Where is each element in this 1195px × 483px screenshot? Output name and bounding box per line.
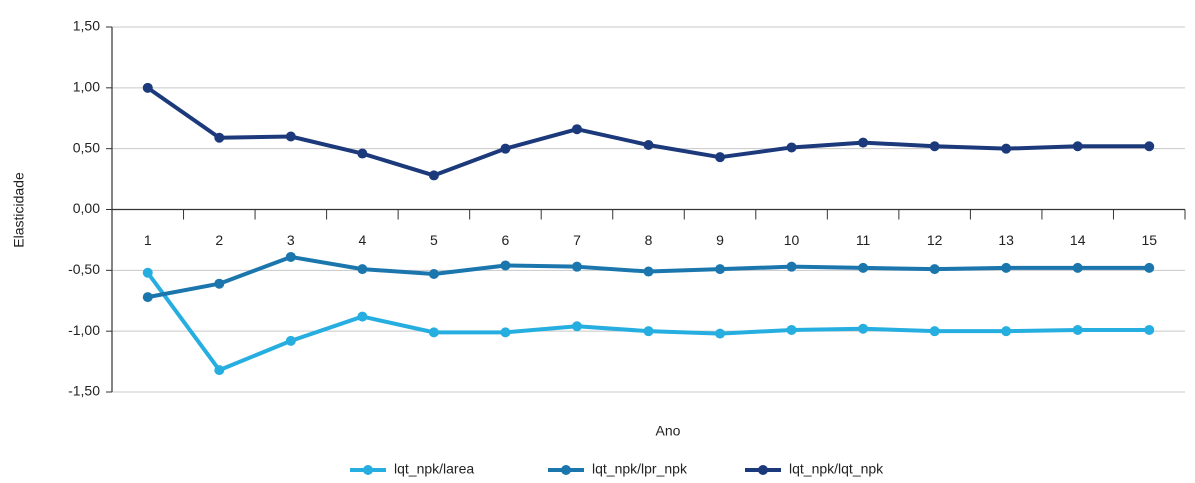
point [1001,143,1012,154]
point [571,124,582,135]
x-tick-label: 4 [358,232,366,248]
x-tick-label: 9 [716,232,724,248]
point [1001,262,1012,273]
point [214,278,225,289]
point [571,321,582,332]
point [715,328,726,339]
y-tick-label: 1,00 [73,79,100,95]
x-tick-label: 6 [502,232,510,248]
point [428,170,439,181]
point [1072,141,1083,152]
point [500,143,511,154]
point [142,267,153,278]
point [643,266,654,277]
point [1072,324,1083,335]
y-tick-label: 0,00 [73,200,100,216]
y-tick-label: -0,50 [68,261,100,277]
x-tick-label: 15 [1141,232,1157,248]
point [858,262,869,273]
series-line [147,254,1150,300]
point [357,148,368,159]
point [786,324,797,335]
point [786,142,797,153]
point [285,335,296,346]
legend-marker [561,465,571,475]
point [142,82,153,93]
x-tick-label: 7 [573,232,581,248]
x-tick-label: 5 [430,232,438,248]
legend-label: lqt_npk/larea [394,461,474,477]
point [929,141,940,152]
point [1001,326,1012,337]
point [285,251,296,262]
x-tick-label: 13 [998,232,1014,248]
point [929,264,940,275]
point [715,264,726,275]
legend-marker [758,465,768,475]
legend-label: lqt_npk/lpr_npk [592,461,688,477]
y-tick-label: 0,50 [73,139,100,155]
point [571,261,582,272]
series-line [146,86,1150,178]
point [357,264,368,275]
point [428,327,439,338]
y-tick-label: -1,00 [68,322,100,338]
point [786,261,797,272]
point [858,323,869,334]
x-tick-label: 1 [144,232,152,248]
x-tick-label: 11 [856,232,871,248]
x-tick-label: 14 [1070,232,1086,248]
legend-marker [363,465,373,475]
x-tick-label: 3 [287,232,295,248]
y-tick-label: -1,50 [68,383,100,399]
point [1144,141,1155,152]
x-tick-label: 8 [645,232,653,248]
series-line [146,271,1150,373]
x-tick-label: 12 [927,232,943,248]
x-tick-label: 10 [784,232,800,248]
y-tick-label: 1,50 [73,18,100,34]
point [1072,262,1083,273]
legend-label: lqt_npk/lqt_npk [789,461,884,477]
y-axis-title: Elasticidade [11,172,27,248]
point [214,132,225,143]
point [1144,324,1155,335]
point [142,292,153,303]
point [929,326,940,337]
point [500,260,511,271]
point [214,365,225,376]
point [285,131,296,142]
point [858,137,869,148]
point [715,152,726,163]
point [428,268,439,279]
point [1144,262,1155,273]
point [643,140,654,151]
point [500,327,511,338]
point [357,311,368,322]
x-tick-label: 2 [215,232,223,248]
x-axis-title: Ano [656,423,681,439]
point [643,326,654,337]
